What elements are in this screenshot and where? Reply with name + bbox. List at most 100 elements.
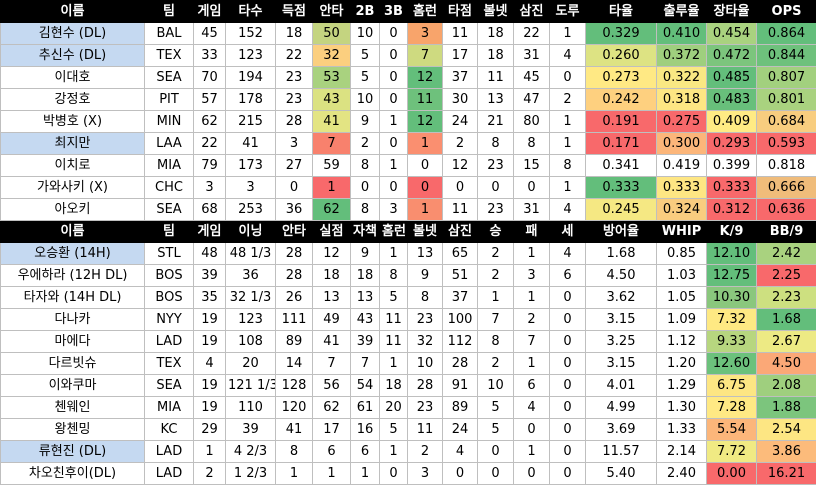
batting-stat-cell: 10 [350, 88, 380, 111]
player-name-cell: 다나카 [0, 308, 145, 331]
pitching-stat-cell: 32 [407, 330, 443, 353]
batting-stat-cell: 10 [350, 22, 380, 45]
pitching-stat-cell: 49 [312, 308, 351, 331]
batting-stat-cell: 0.242 [585, 88, 657, 111]
pitching-stat-cell: BOS [144, 286, 194, 309]
pitching-stat-cell: 2 [193, 462, 226, 485]
player-name-cell: 우에하라 (12H DL) [0, 264, 145, 287]
batting-stat-cell: 0 [275, 176, 313, 199]
batting-stat-cell: 0 [379, 44, 408, 67]
pitching-stat-cell: 19 [193, 330, 226, 353]
pitching-stat-cell: 3.15 [585, 352, 657, 375]
batting-stat-cell: 11 [442, 198, 478, 221]
batting-stat-cell: 68 [193, 198, 226, 221]
pitching-stat-cell: 36 [225, 264, 276, 287]
pitching-stat-cell: 2 [513, 308, 550, 331]
pitching-stat-cell: 28 [442, 352, 478, 375]
pitching-stat-cell: 12.10 [706, 242, 757, 265]
batting-stat-cell: 0.454 [706, 22, 757, 45]
batting-stat-cell: 0.312 [706, 198, 757, 221]
pitching-stat-cell: 89 [442, 396, 478, 419]
player-name-cell: 왕첸밍 [0, 418, 145, 441]
batting-stat-cell: 36 [275, 198, 313, 221]
batting-stat-cell: 22 [275, 44, 313, 67]
batting-stat-cell: 0.372 [656, 44, 707, 67]
pitching-stat-cell: 8 [379, 264, 408, 287]
pitching-stat-cell: 7 [477, 308, 514, 331]
batting-row: 최지만 LAA 22 41 3 7 2 0 1 2 8 8 1 0.171 0.300 0.293 0.593 [0, 132, 816, 155]
batting-stat-cell: 0 [379, 88, 408, 111]
pitching-stat-cell: 4 2/3 [225, 440, 276, 463]
pitching-header-row: 이름 팀 게임 이닝 안타 실점 자책 홈런 볼넷 삼진 승 패 세 방어율 WHIP K/9 BB/9 [0, 220, 816, 243]
batting-row: 가와사키 (X) CHC 3 3 0 1 0 0 0 0 0 0 1 0.333 0.333 0.333 0.6… [0, 176, 816, 199]
batting-header-cell: 타율 [585, 0, 657, 23]
batting-stat-cell: SEA [144, 198, 194, 221]
pitching-stat-cell: 0 [513, 462, 550, 485]
pitching-stat-cell: 41 [275, 418, 313, 441]
batting-stat-cell: 0.333 [656, 176, 707, 199]
pitching-stat-cell: 1 [379, 440, 408, 463]
batting-stat-cell: 0.593 [756, 132, 816, 155]
pitching-stat-cell: 2.25 [756, 264, 816, 287]
pitching-stat-cell: 18 [350, 264, 380, 287]
pitching-stat-cell: 14 [275, 352, 313, 375]
pitching-stat-cell: 1 [350, 462, 380, 485]
pitching-header-cell: 팀 [144, 220, 194, 243]
batting-header-row: 이름 팀 게임 타수 득점 안타 2B 3B 홈런 타점 볼넷 삼진 도루 타율 출루율 장타율 OPS [0, 0, 816, 23]
batting-stat-cell: 0.636 [756, 198, 816, 221]
batting-stat-cell: 12 [442, 154, 478, 177]
pitching-header-cell: 패 [513, 220, 550, 243]
pitching-stat-cell: 41 [312, 330, 351, 353]
pitching-header-cell: 볼넷 [407, 220, 443, 243]
batting-header-cell: 도루 [549, 0, 586, 23]
batting-stat-cell: 28 [275, 110, 313, 133]
pitching-stat-cell: 4 [442, 440, 478, 463]
pitching-stat-cell: 4.01 [585, 374, 657, 397]
batting-header-cell: 2B [350, 0, 380, 23]
pitching-stat-cell: 54 [350, 374, 380, 397]
pitching-stat-cell: 26 [275, 286, 313, 309]
pitching-stat-cell: 5.54 [706, 418, 757, 441]
batting-stat-cell: 1 [379, 154, 408, 177]
batting-stat-cell: 123 [225, 44, 276, 67]
pitching-row: 마에다 LAD 19 108 89 41 39 11 32 112 8 7 0 3.25 1.12 9.33 2… [0, 330, 816, 353]
batting-stat-cell: 18 [477, 44, 514, 67]
pitching-stat-cell: 10 [477, 374, 514, 397]
batting-stat-cell: SEA [144, 66, 194, 89]
batting-stat-cell: 0.171 [585, 132, 657, 155]
pitching-stat-cell: 0 [549, 286, 586, 309]
pitching-stat-cell: 1 [513, 352, 550, 375]
batting-stat-cell: 9 [350, 110, 380, 133]
pitching-stat-cell: 2.67 [756, 330, 816, 353]
batting-stat-cell: 47 [513, 88, 550, 111]
batting-stat-cell: 1 [549, 132, 586, 155]
pitching-header-cell: 자책 [350, 220, 380, 243]
pitching-stat-cell: 5 [477, 396, 514, 419]
batting-stat-cell: 0.818 [756, 154, 816, 177]
pitching-stat-cell: 108 [225, 330, 276, 353]
pitching-stat-cell: 19 [193, 374, 226, 397]
pitching-header-cell: K/9 [706, 220, 757, 243]
batting-stat-cell: 27 [275, 154, 313, 177]
pitching-stat-cell: 7 [350, 352, 380, 375]
pitching-stat-cell: 8 [477, 330, 514, 353]
pitching-stat-cell: 0 [549, 440, 586, 463]
batting-stat-cell: 3 [193, 176, 226, 199]
pitching-stat-cell: 4 [513, 396, 550, 419]
pitching-stat-cell: LAD [144, 330, 194, 353]
pitching-stat-cell: 3.25 [585, 330, 657, 353]
pitching-stat-cell: 0 [549, 308, 586, 331]
batting-header-cell: 장타율 [706, 0, 757, 23]
batting-stat-cell: 23 [275, 66, 313, 89]
batting-stat-cell: 8 [350, 154, 380, 177]
player-name-cell: 다르빗슈 [0, 352, 145, 375]
batting-stat-cell: 1 [407, 132, 443, 155]
pitching-stat-cell: 100 [442, 308, 478, 331]
batting-row: 이치로 MIA 79 173 27 59 8 1 0 12 23 15 8 0.341 0.419 0.399… [0, 154, 816, 177]
batting-stat-cell: 0.318 [656, 88, 707, 111]
pitching-stat-cell: 3 [513, 264, 550, 287]
pitching-stat-cell: KC [144, 418, 194, 441]
batting-row: 박병호 (X) MIN 62 215 28 41 9 1 12 24 21 80 1 0.191 0.275… [0, 110, 816, 133]
pitching-stat-cell: 1.05 [656, 286, 707, 309]
pitching-stat-cell: 9 [407, 264, 443, 287]
